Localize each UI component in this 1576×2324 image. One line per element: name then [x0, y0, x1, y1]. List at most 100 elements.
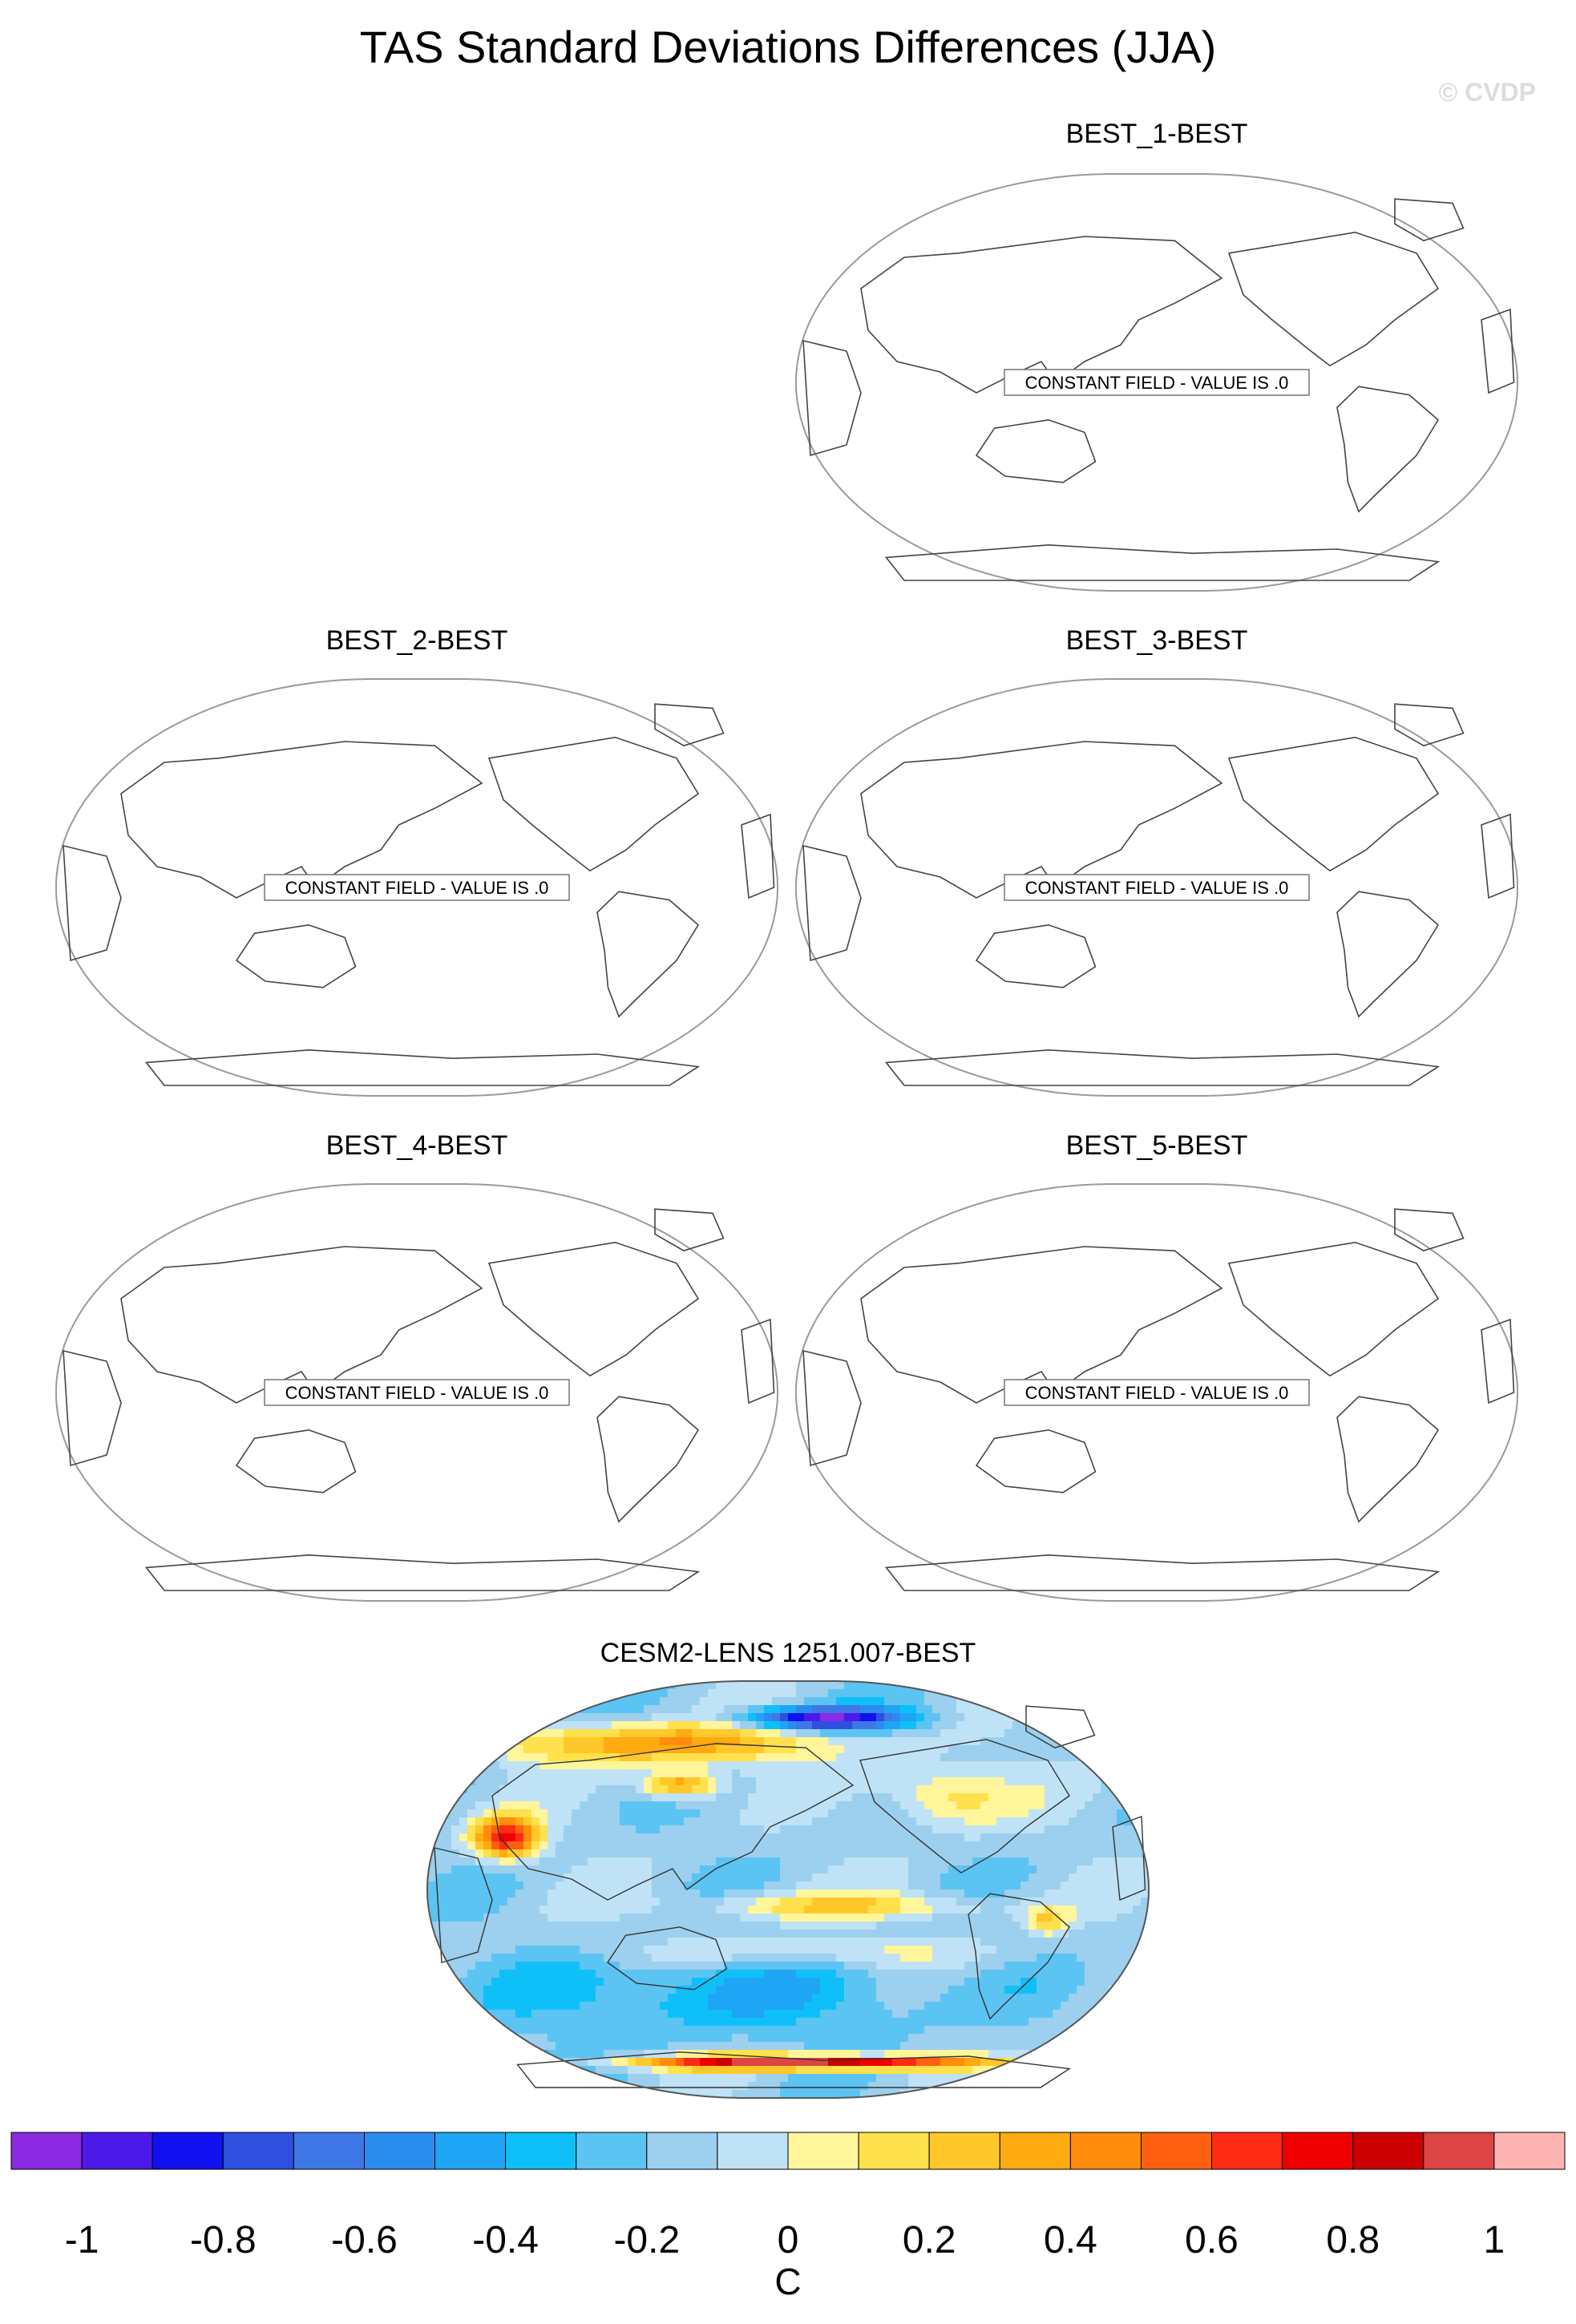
field-cell	[652, 2018, 661, 2027]
field-cell	[435, 1721, 444, 1730]
field-cell	[668, 1906, 677, 1914]
field-cell	[628, 1753, 636, 1762]
field-cell	[684, 1930, 693, 1938]
field-cell	[956, 1761, 965, 1770]
field-cell	[884, 1962, 893, 1970]
field-cell	[892, 1761, 901, 1770]
field-cell	[443, 1729, 452, 1738]
field-cell	[876, 1914, 885, 1922]
field-cell	[491, 1978, 500, 1987]
field-cell	[1061, 1777, 1069, 1786]
field-cell	[636, 1761, 645, 1770]
field-cell	[860, 1922, 869, 1930]
field-cell	[443, 1769, 452, 1778]
field-cell	[828, 1978, 837, 1987]
field-cell	[451, 1914, 460, 1922]
field-cell	[692, 2018, 701, 2027]
field-cell	[507, 1898, 516, 1906]
field-cell	[443, 1954, 452, 1962]
field-cell	[507, 1906, 516, 1914]
field-cell	[860, 1777, 869, 1786]
field-cell	[732, 1938, 741, 1946]
field-cell	[972, 2050, 981, 2059]
field-cell	[932, 1978, 941, 1987]
field-cell	[604, 1857, 612, 1866]
field-cell	[684, 2058, 693, 2067]
field-cell	[636, 1817, 645, 1826]
field-cell	[507, 2082, 516, 2091]
field-cell	[1125, 2042, 1134, 2051]
field-cell	[876, 1681, 885, 1690]
field-cell	[1061, 1785, 1069, 1794]
field-cell	[1101, 2026, 1109, 2035]
field-cell	[620, 2042, 628, 2051]
field-cell	[620, 1745, 628, 1754]
field-cell	[1069, 1825, 1077, 1834]
field-cell	[860, 2074, 869, 2083]
field-cell	[556, 1777, 564, 1786]
field-cell	[596, 2018, 604, 2027]
field-cell	[700, 1954, 709, 1962]
field-cell	[988, 1970, 997, 1978]
field-cell	[539, 1922, 548, 1930]
field-cell	[948, 1769, 957, 1778]
field-cell	[900, 1705, 909, 1714]
field-cell	[1004, 1689, 1013, 1698]
field-cell	[596, 2042, 604, 2051]
colorbar-box	[1423, 2132, 1495, 2170]
field-cell	[956, 2074, 965, 2083]
field-cell	[1028, 1962, 1037, 1970]
field-cell	[740, 1906, 749, 1914]
field-cell	[748, 2002, 757, 2011]
field-cell	[1028, 1745, 1037, 1754]
field-cell	[1061, 1769, 1069, 1778]
field-cell	[580, 1970, 588, 1978]
field-cell	[788, 1737, 797, 1746]
field-cell	[1141, 1681, 1149, 1690]
field-cell	[740, 1970, 749, 1978]
field-cell	[1012, 1962, 1021, 1970]
field-cell	[796, 2002, 805, 2011]
field-cell	[916, 1994, 925, 2003]
field-cell	[443, 1721, 452, 1730]
field-cell	[772, 2074, 781, 2083]
field-cell	[1085, 1865, 1093, 1874]
field-cell	[812, 1713, 821, 1722]
field-cell	[1020, 1777, 1029, 1786]
field-cell	[708, 1825, 717, 1834]
field-cell	[531, 1857, 540, 1866]
colorbar-box	[10, 2132, 83, 2170]
field-cell	[580, 1906, 588, 1914]
field-cell	[916, 2050, 925, 2059]
field-cell	[467, 1986, 476, 1995]
field-cell	[1069, 1753, 1077, 1762]
field-cell	[1133, 1833, 1142, 1842]
field-cell	[980, 1970, 989, 1978]
field-cell	[884, 1946, 893, 1954]
field-cell	[732, 1761, 741, 1770]
field-cell	[1085, 1849, 1093, 1858]
field-cell	[1093, 1697, 1101, 1706]
field-cell	[692, 1793, 701, 1802]
field-cell	[692, 1930, 701, 1938]
field-cell	[732, 1745, 741, 1754]
field-cell	[668, 2082, 677, 2091]
field-cell	[684, 2018, 693, 2027]
field-cell	[932, 1906, 941, 1914]
field-cell	[588, 2018, 596, 2027]
field-cell	[1061, 2058, 1069, 2067]
field-cell	[900, 2058, 909, 2067]
field-cell	[692, 1841, 701, 1850]
field-cell	[499, 1930, 508, 1938]
field-cell	[724, 1954, 733, 1962]
field-cell	[740, 1954, 749, 1962]
field-cell	[772, 1898, 781, 1906]
field-cell	[499, 2034, 508, 2043]
field-cell	[475, 1906, 484, 1914]
field-cell	[1109, 1841, 1117, 1850]
field-cell	[628, 1809, 636, 1818]
field-cell	[467, 1906, 476, 1914]
field-cell	[908, 1890, 917, 1898]
field-cell	[427, 1914, 436, 1922]
field-cell	[852, 2042, 861, 2051]
